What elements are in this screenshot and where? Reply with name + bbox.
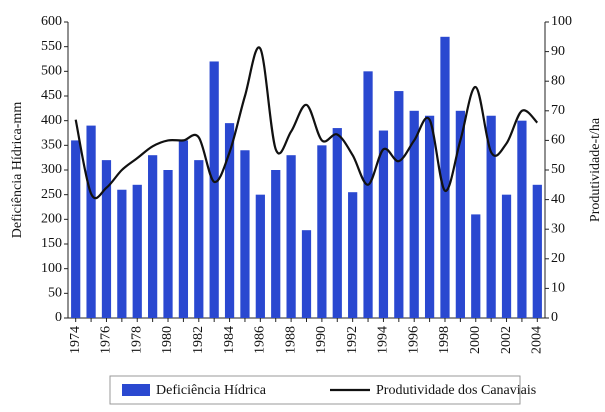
- y2-axis-label: Produtividade-t/ha: [588, 117, 603, 222]
- bar: [440, 36, 450, 319]
- bar: [332, 128, 342, 318]
- y2-tick-label: 70: [551, 103, 565, 118]
- bar: [178, 140, 189, 318]
- x-tick-label: 1994: [376, 326, 391, 354]
- y2-tick-label: 100: [551, 14, 572, 29]
- x-tick-label: 2002: [499, 326, 514, 354]
- y2-tick-label: 90: [551, 44, 565, 59]
- x-tick-label: 1998: [437, 326, 452, 354]
- y-tick-label: 150: [41, 236, 62, 251]
- y-tick-label: 300: [41, 162, 62, 177]
- bar: [286, 155, 296, 318]
- y2-tick-label: 0: [551, 310, 558, 325]
- bar: [501, 194, 512, 318]
- bar: [224, 123, 235, 318]
- bar: [532, 184, 542, 318]
- bar: [255, 194, 265, 318]
- bar: [163, 170, 173, 318]
- y-tick-label: 500: [41, 64, 62, 79]
- legend-swatch: [122, 384, 150, 396]
- y-axis-label: Deficiência Hídrica-mm: [10, 102, 25, 239]
- y-tick-label: 100: [41, 261, 62, 276]
- bar: [471, 214, 481, 318]
- bar: [101, 160, 112, 318]
- y2-tick-label: 20: [551, 251, 565, 266]
- legend-box: [109, 375, 521, 405]
- x-tick-label: 1984: [222, 326, 237, 354]
- bar: [86, 125, 96, 318]
- bar: [317, 145, 327, 318]
- y2-tick-label: 80: [551, 73, 565, 88]
- y-tick-label: 450: [41, 88, 62, 103]
- bar: [148, 155, 158, 318]
- bar: [486, 115, 496, 318]
- bar: [132, 184, 142, 318]
- x-tick-label: 1996: [406, 326, 421, 354]
- x-tick-label: 2004: [530, 326, 545, 354]
- y-tick-label: 350: [41, 138, 62, 153]
- x-tick-label: 1976: [99, 326, 114, 354]
- line: [74, 46, 539, 200]
- legend-label: Deficiência Hídrica: [156, 383, 267, 398]
- bar: [240, 150, 250, 318]
- x-tick-label: 1988: [283, 326, 298, 354]
- y-tick-label: 400: [41, 113, 62, 128]
- x-tick-label: 1990: [314, 326, 329, 354]
- bar: [424, 115, 435, 318]
- x-tick-label: 1982: [191, 326, 206, 354]
- x-tick-label: 2000: [468, 326, 483, 354]
- y-tick-label: 200: [41, 212, 62, 227]
- bar: [194, 160, 204, 318]
- bar: [409, 110, 419, 318]
- y2-tick-label: 10: [551, 281, 565, 296]
- bar: [117, 189, 127, 318]
- y2-tick-label: 50: [551, 162, 565, 177]
- bar: [455, 110, 465, 318]
- x-tick-label: 1978: [129, 326, 144, 354]
- x-tick-label: 1980: [160, 326, 175, 354]
- y-tick-label: 250: [41, 187, 62, 202]
- bar: [301, 230, 312, 318]
- x-tick-label: 1992: [345, 326, 360, 354]
- bar: [348, 192, 358, 318]
- bar: [378, 130, 389, 318]
- x-tick-label: 1986: [253, 326, 268, 354]
- bar: [517, 120, 527, 319]
- bar: [394, 91, 404, 318]
- y2-tick-label: 60: [551, 133, 565, 148]
- bar: [71, 140, 81, 318]
- y-tick-label: 50: [48, 286, 62, 301]
- x-tick-label: 1974: [68, 326, 83, 354]
- y2-tick-label: 40: [551, 192, 565, 207]
- y-tick-label: 0: [55, 310, 62, 325]
- y-tick-label: 550: [41, 39, 62, 54]
- bar: [209, 61, 219, 318]
- legend-label: Produtividade dos Canaviais: [376, 383, 536, 398]
- y2-tick-label: 30: [551, 221, 565, 236]
- bar: [363, 71, 373, 318]
- bar: [271, 170, 281, 318]
- y-tick-label: 600: [41, 14, 62, 29]
